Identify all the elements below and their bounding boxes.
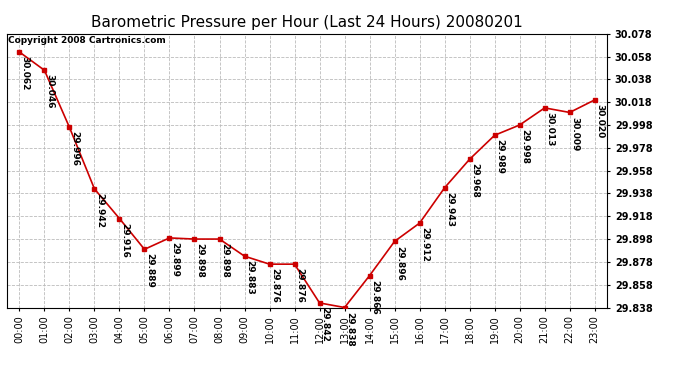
- Text: 29.898: 29.898: [195, 243, 204, 278]
- Text: 29.968: 29.968: [471, 164, 480, 198]
- Text: 29.912: 29.912: [421, 227, 430, 262]
- Text: 29.943: 29.943: [446, 192, 455, 227]
- Text: 29.896: 29.896: [395, 246, 404, 280]
- Text: 30.046: 30.046: [46, 74, 55, 109]
- Text: 29.838: 29.838: [346, 312, 355, 346]
- Text: 29.866: 29.866: [371, 280, 380, 315]
- Text: 30.062: 30.062: [21, 56, 30, 90]
- Text: 29.889: 29.889: [146, 254, 155, 288]
- Text: 29.876: 29.876: [295, 268, 304, 303]
- Text: 30.013: 30.013: [546, 112, 555, 146]
- Text: 29.916: 29.916: [121, 223, 130, 258]
- Text: 30.020: 30.020: [595, 104, 604, 138]
- Text: 29.996: 29.996: [70, 132, 79, 166]
- Title: Barometric Pressure per Hour (Last 24 Hours) 20080201: Barometric Pressure per Hour (Last 24 Ho…: [91, 15, 523, 30]
- Text: 29.876: 29.876: [270, 268, 279, 303]
- Text: 30.009: 30.009: [571, 117, 580, 151]
- Text: 29.989: 29.989: [495, 140, 504, 174]
- Text: 29.883: 29.883: [246, 260, 255, 295]
- Text: 29.898: 29.898: [221, 243, 230, 278]
- Text: 29.942: 29.942: [95, 193, 104, 228]
- Text: 29.998: 29.998: [521, 129, 530, 164]
- Text: Copyright 2008 Cartronics.com: Copyright 2008 Cartronics.com: [8, 36, 166, 45]
- Text: 29.899: 29.899: [170, 242, 179, 277]
- Text: 29.842: 29.842: [321, 307, 330, 342]
